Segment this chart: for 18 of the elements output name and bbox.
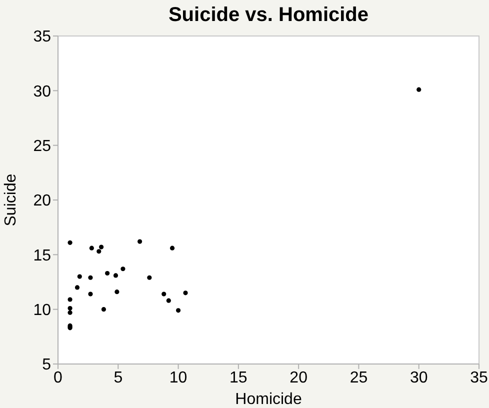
- y-tick-label: 25: [33, 138, 52, 156]
- y-axis-title: Suicide: [2, 174, 20, 226]
- y-tick-label: 35: [33, 28, 52, 46]
- x-tick-label: 25: [350, 369, 368, 386]
- x-tick-label: 30: [410, 369, 428, 386]
- x-tick-label: 10: [169, 369, 188, 386]
- x-tick-label: 0: [54, 369, 63, 386]
- x-tick-label: 35: [470, 369, 488, 386]
- chart-title: Suicide vs. Homicide: [167, 4, 370, 27]
- y-tick-label: 30: [33, 83, 52, 100]
- x-tick-label: 15: [230, 369, 248, 386]
- x-axis-title: Homicide: [235, 391, 302, 408]
- y-tick-label: 10: [33, 302, 52, 320]
- y-tick-label: 15: [33, 247, 52, 264]
- y-tick-label: 20: [33, 192, 52, 210]
- x-tick-label: 20: [290, 369, 308, 386]
- x-tick-label: 5: [114, 369, 123, 386]
- y-tick-label: 5: [42, 356, 52, 374]
